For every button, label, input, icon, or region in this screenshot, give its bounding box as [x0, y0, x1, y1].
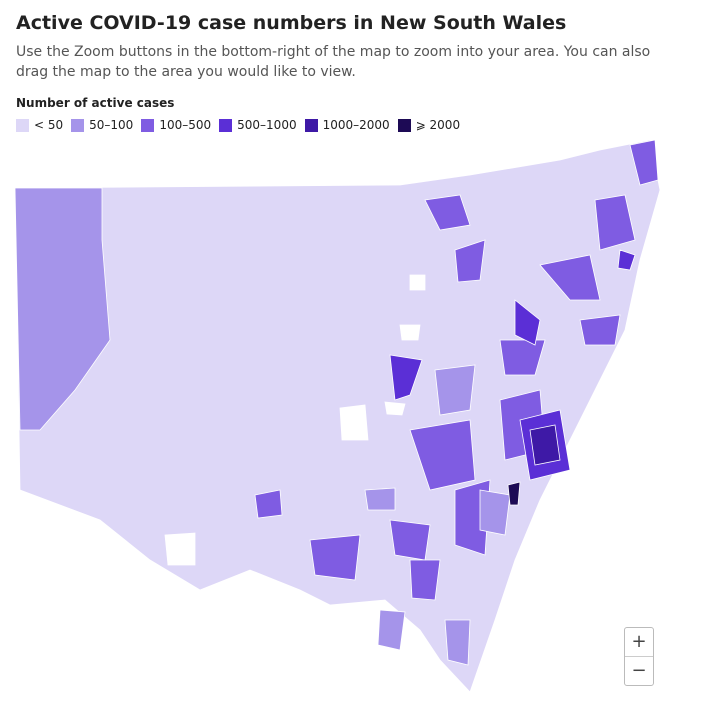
legend-item: ⩾ 2000: [397, 118, 461, 132]
region: [364, 364, 511, 666]
legend-item: 500–1000: [219, 118, 297, 132]
legend-item: 1000–2000: [304, 118, 390, 132]
legend-label: 1000–2000: [322, 118, 390, 132]
subtitle: Use the Zoom buttons in the bottom-right…: [16, 44, 651, 80]
legend-label: ⩾ 2000: [415, 118, 461, 132]
legend-item: 50–100: [71, 118, 133, 132]
region: [529, 424, 561, 466]
region: [164, 274, 426, 566]
legend-title: Number of active cases: [16, 96, 175, 110]
region: [389, 249, 636, 481]
region: [14, 187, 111, 431]
legend-swatch: [219, 118, 233, 132]
title: Active COVID-19 case numbers in New Sout…: [16, 12, 567, 34]
zoom-control: + −: [624, 627, 654, 686]
map: [14, 139, 661, 693]
region: [14, 139, 661, 693]
legend-label: 100–500: [159, 118, 212, 132]
legend-label: 500–1000: [237, 118, 297, 132]
legend-item: < 50: [16, 118, 63, 132]
zoom-out-button[interactable]: −: [625, 656, 653, 685]
legend-label: < 50: [34, 118, 64, 132]
legend-label: 50–100: [89, 118, 134, 132]
region: [507, 481, 521, 506]
legend: < 50 50–100 100–500 500–1000 1000–2000 ⩾ 2000: [16, 118, 460, 132]
zoom-in-button[interactable]: +: [631, 631, 647, 652]
legend-swatch: [16, 118, 29, 132]
legend-item: 100–500: [141, 118, 211, 132]
legend-swatch: [304, 118, 318, 132]
legend-swatch: [397, 118, 411, 132]
legend-swatch: [141, 118, 155, 132]
legend-swatch: [71, 118, 85, 132]
